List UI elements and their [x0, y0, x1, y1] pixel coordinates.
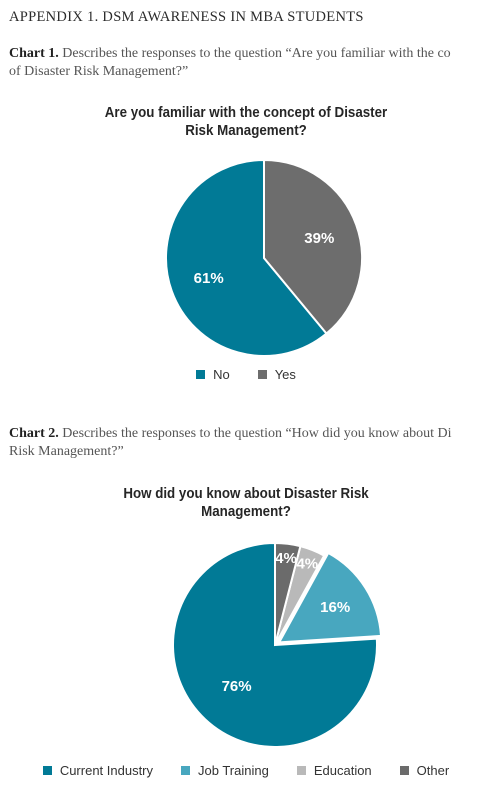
- legend-label: No: [213, 367, 230, 382]
- legend-item-other: Other: [399, 763, 450, 778]
- legend-label: Job Training: [198, 763, 269, 778]
- data-label-other: 4%: [275, 550, 297, 567]
- data-label-job-training: 16%: [320, 599, 350, 616]
- caption-text-continued: Risk Management?”: [9, 444, 124, 459]
- appendix-title: APPENDIX 1. DSM AWARENESS IN MBA STUDENT…: [9, 9, 364, 25]
- data-label-no: 61%: [194, 270, 224, 287]
- data-label-education: 4%: [296, 555, 318, 572]
- chart-2-legend: Current Industry Job Training Education Oth…: [0, 763, 492, 778]
- chart-1-pie: 61% 39%: [165, 158, 363, 357]
- legend-label: Yes: [274, 367, 296, 382]
- legend-swatch: [296, 766, 306, 775]
- legend-swatch: [196, 370, 206, 379]
- chart-1-title: Are you familiar with the concept of Dis…: [104, 105, 388, 139]
- chart-1-legend: No Yes: [0, 367, 492, 382]
- caption-label: Chart 1.: [9, 46, 59, 61]
- chart-2-title: How did you know about Disaster Risk Man…: [123, 486, 369, 520]
- legend-item-no: No: [196, 367, 230, 382]
- legend-item-current-industry: Current Industry: [42, 763, 154, 778]
- legend-swatch: [42, 766, 52, 775]
- chart-1-caption: Chart 1. Describes the responses to the …: [9, 45, 492, 81]
- pie-slice-no: [165, 158, 328, 357]
- legend-label: Other: [416, 763, 450, 778]
- legend-swatch: [399, 766, 409, 775]
- legend-label: Education: [313, 763, 372, 778]
- pie-slice-job-training: [277, 551, 383, 644]
- legend-item-education: Education: [296, 763, 372, 778]
- caption-text-continued: of Disaster Risk Management?”: [9, 64, 189, 79]
- caption-text: Describes the responses to the question …: [62, 426, 452, 441]
- chart-2-caption: Chart 2. Describes the responses to the …: [9, 425, 492, 461]
- data-label-current-industry: 76%: [222, 678, 252, 695]
- legend-item-yes: Yes: [257, 367, 296, 382]
- legend-swatch: [181, 766, 191, 775]
- caption-text: Describes the responses to the question …: [62, 46, 451, 61]
- pie-slice-yes: [263, 158, 363, 335]
- caption-label: Chart 2.: [9, 426, 59, 441]
- pie-slice-other: [274, 541, 302, 646]
- legend-label: Current Industry: [59, 763, 154, 778]
- legend-item-job-training: Job Training: [181, 763, 269, 778]
- chart-2-pie: 76% 16% 4%4%: [172, 541, 383, 748]
- data-label-yes: 39%: [304, 230, 334, 247]
- legend-swatch: [257, 370, 267, 379]
